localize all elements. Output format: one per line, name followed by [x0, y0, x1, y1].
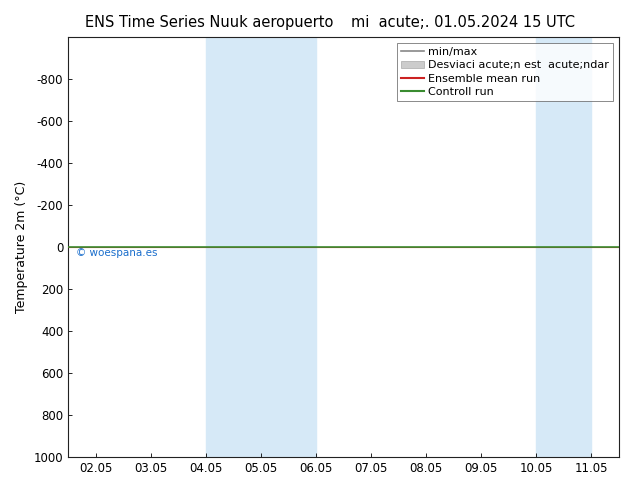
- Text: © woespana.es: © woespana.es: [76, 248, 158, 258]
- Y-axis label: Temperature 2m (°C): Temperature 2m (°C): [15, 181, 28, 313]
- Legend: min/max, Desviaci acute;n est  acute;ndar, Ensemble mean run, Controll run: min/max, Desviaci acute;n est acute;ndar…: [397, 43, 614, 101]
- Text: ENS Time Series Nuuk aeropuerto: ENS Time Series Nuuk aeropuerto: [85, 15, 333, 30]
- Bar: [206, 37, 316, 457]
- Bar: [536, 37, 592, 457]
- Text: mi  acute;. 01.05.2024 15 UTC: mi acute;. 01.05.2024 15 UTC: [351, 15, 575, 30]
